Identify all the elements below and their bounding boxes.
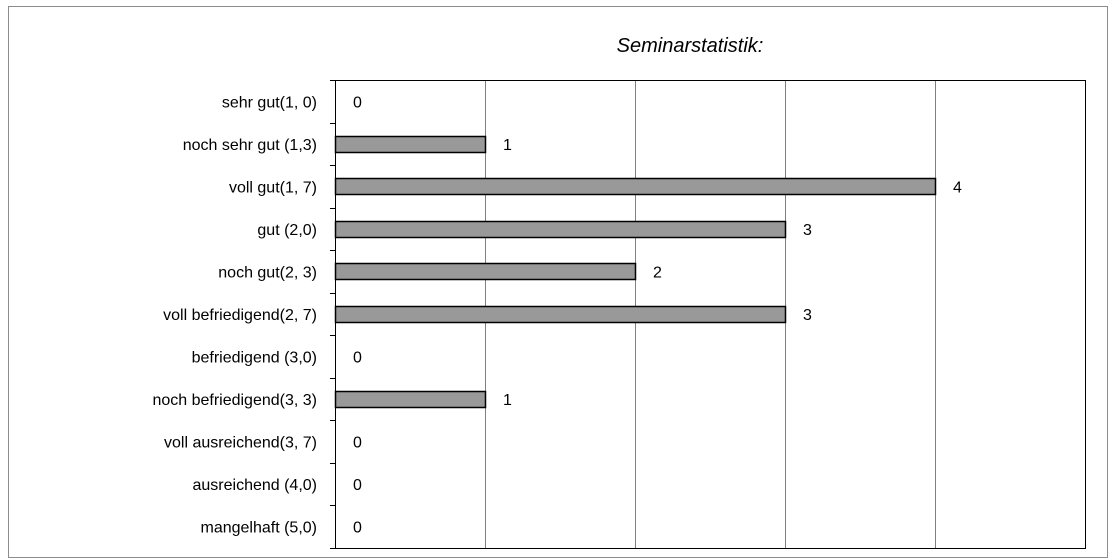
- bars-layer: [334, 135, 937, 409]
- data-label: 0: [353, 94, 362, 111]
- bar: [334, 135, 487, 154]
- data-label: 2: [653, 264, 662, 281]
- data-label: 0: [353, 435, 362, 452]
- plot-border: [335, 80, 1086, 549]
- category-label: befriedigend (3,0): [192, 350, 317, 367]
- category-label: mangelhaft (5,0): [200, 520, 317, 537]
- bar: [334, 305, 787, 324]
- value-labels: 0 1 4 3 2 3 0 1 0 0 0: [353, 94, 962, 536]
- data-label: 3: [803, 307, 812, 324]
- category-label: noch befriedigend(3, 3): [152, 392, 317, 409]
- bar: [334, 390, 487, 409]
- category-label: voll befriedigend(2, 7): [163, 307, 317, 324]
- data-label: 1: [503, 137, 512, 154]
- data-label: 0: [353, 350, 362, 367]
- category-label: voll ausreichend(3, 7): [164, 435, 317, 452]
- data-label: 3: [803, 222, 812, 239]
- data-label: 1: [503, 392, 512, 409]
- bar: [334, 177, 937, 196]
- chart-title: Seminarstatistik:: [617, 35, 764, 57]
- category-label: gut (2,0): [257, 222, 317, 239]
- axis-layer: [330, 80, 1086, 549]
- data-label: 4: [953, 179, 962, 196]
- data-label: 0: [353, 477, 362, 494]
- category-label: noch sehr gut (1,3): [183, 137, 317, 154]
- data-label: 0: [353, 520, 362, 537]
- chart-frame: [8, 6, 1108, 558]
- category-label: voll gut(1, 7): [229, 179, 317, 196]
- category-label: ausreichend (4,0): [192, 477, 317, 494]
- bar: [334, 220, 787, 239]
- category-label: sehr gut(1, 0): [222, 94, 317, 111]
- category-label: noch gut(2, 3): [218, 264, 317, 281]
- category-labels: sehr gut(1, 0) noch sehr gut (1,3) voll gu…: [152, 94, 317, 536]
- bar: [334, 262, 637, 281]
